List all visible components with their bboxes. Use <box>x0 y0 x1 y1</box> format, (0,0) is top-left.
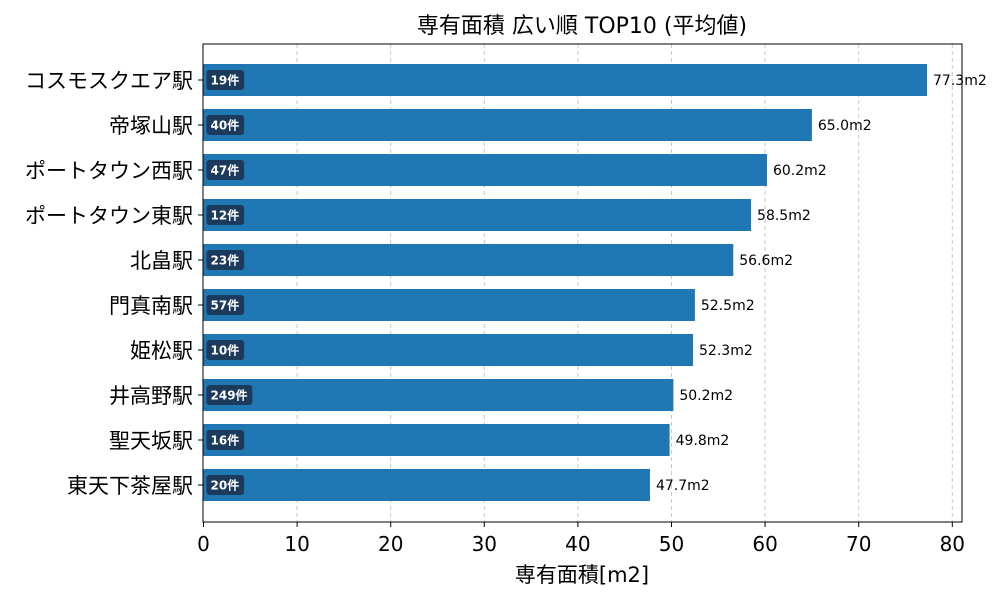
bar <box>203 154 767 186</box>
x-tick-label: 20 <box>378 532 403 556</box>
value-label: 56.6m2 <box>739 253 793 269</box>
value-label: 58.5m2 <box>757 208 811 224</box>
bar <box>203 334 694 366</box>
value-label: 47.7m2 <box>656 478 710 494</box>
bars: 77.3m2 19件 65.0m2 40件 60.2m2 47件 58.5m2 12件 56.6… <box>203 64 987 501</box>
bar <box>203 424 670 456</box>
plot-frame <box>202 43 963 523</box>
x-axis-label: 専有面積[m2] <box>515 563 649 587</box>
count-label: 40件 <box>211 118 240 133</box>
bar <box>203 64 928 96</box>
x-tick-label: 70 <box>846 532 871 556</box>
count-label: 23件 <box>211 253 240 268</box>
category-label: 北畠駅 <box>130 249 193 273</box>
count-badge <box>206 250 245 270</box>
chart-title: 専有面積 広い順 TOP10 (平均値) <box>417 14 747 39</box>
category-label: ポートタウン東駅 <box>25 204 193 228</box>
value-label: 50.2m2 <box>679 388 733 404</box>
category-label: コスモスクエア駅 <box>25 69 193 93</box>
category-label: 井高野駅 <box>109 384 193 408</box>
bar <box>203 244 734 276</box>
count-label: 12件 <box>211 208 240 223</box>
count-badge <box>206 340 245 360</box>
count-label: 10件 <box>211 343 240 358</box>
value-label: 52.5m2 <box>701 298 755 314</box>
count-badge <box>206 385 253 405</box>
count-badge <box>206 295 245 315</box>
category-label: 東天下茶屋駅 <box>67 474 193 498</box>
count-badge <box>206 205 245 225</box>
count-label: 16件 <box>211 433 240 448</box>
value-label: 60.2m2 <box>773 163 827 179</box>
count-label: 19件 <box>211 73 240 88</box>
x-tick-label: 30 <box>472 532 497 556</box>
count-label: 57件 <box>211 298 240 313</box>
category-label: 姫松駅 <box>130 339 193 363</box>
count-badge <box>206 160 245 180</box>
x-tick-label: 50 <box>659 532 684 556</box>
value-label: 77.3m2 <box>933 73 987 89</box>
count-badge <box>206 430 245 450</box>
bar <box>203 289 695 321</box>
x-tick-label: 0 <box>197 532 210 556</box>
x-tick-label: 80 <box>940 532 965 556</box>
bar <box>203 109 812 141</box>
category-label: 帝塚山駅 <box>109 114 193 138</box>
bar <box>203 379 674 411</box>
count-badge <box>206 115 245 135</box>
category-label: 聖天坂駅 <box>109 429 193 453</box>
value-label: 65.0m2 <box>818 118 872 134</box>
bar <box>203 469 650 501</box>
category-label: 門真南駅 <box>109 294 193 318</box>
count-label: 249件 <box>211 388 248 403</box>
value-label: 49.8m2 <box>676 433 730 449</box>
x-tick-label: 40 <box>565 532 590 556</box>
bar <box>203 199 752 231</box>
x-axis-ticks: 0 10 20 30 40 50 60 70 80 <box>197 522 965 556</box>
category-label: ポートタウン西駅 <box>25 159 193 183</box>
value-label: 52.3m2 <box>699 343 753 359</box>
count-badge <box>206 475 245 495</box>
y-axis-categories: コスモスクエア駅帝塚山駅ポートタウン西駅ポートタウン東駅北畠駅門真南駅姫松駅井高… <box>25 69 203 498</box>
count-label: 20件 <box>211 478 240 493</box>
x-tick-label: 10 <box>284 532 309 556</box>
count-badge <box>206 70 245 90</box>
x-tick-label: 60 <box>752 532 777 556</box>
count-label: 47件 <box>211 163 240 178</box>
